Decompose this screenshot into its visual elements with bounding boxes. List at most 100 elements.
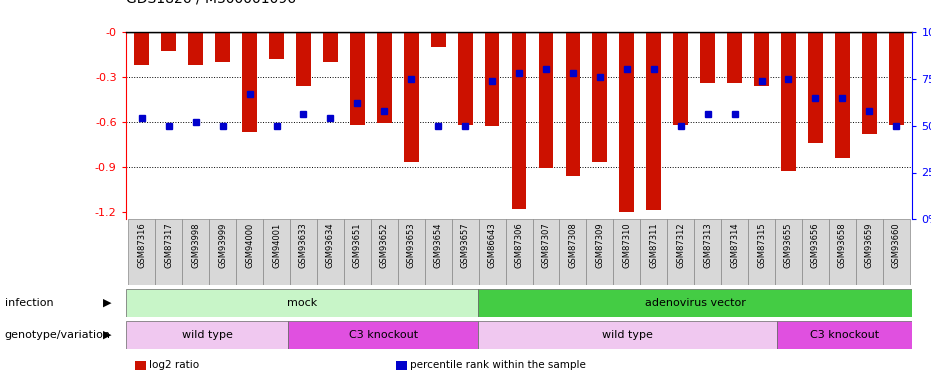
Bar <box>808 32 823 143</box>
Bar <box>889 32 904 125</box>
Bar <box>344 219 371 285</box>
Bar <box>506 219 533 285</box>
Bar <box>452 219 479 285</box>
Text: infection: infection <box>5 298 53 308</box>
Text: GDS1826 / M300001096: GDS1826 / M300001096 <box>126 0 296 6</box>
Bar <box>236 219 263 285</box>
Bar <box>289 321 479 349</box>
Text: ▶: ▶ <box>102 330 112 340</box>
Text: GSM93633: GSM93633 <box>299 223 308 268</box>
Bar <box>479 289 912 317</box>
Text: GSM87314: GSM87314 <box>730 223 739 268</box>
Bar <box>668 219 695 285</box>
Bar <box>323 32 338 62</box>
Bar <box>317 219 344 285</box>
Bar <box>350 32 365 125</box>
Text: GSM87312: GSM87312 <box>676 223 685 268</box>
Bar <box>748 219 775 285</box>
Bar <box>587 219 614 285</box>
Bar <box>862 32 877 134</box>
Bar <box>155 219 182 285</box>
Text: GSM93652: GSM93652 <box>380 223 389 268</box>
Bar <box>128 219 155 285</box>
Bar <box>754 32 769 86</box>
Text: GSM93655: GSM93655 <box>784 223 793 268</box>
Text: GSM93653: GSM93653 <box>407 223 416 268</box>
Bar <box>641 219 668 285</box>
Text: GSM87317: GSM87317 <box>164 223 173 268</box>
Bar <box>290 219 317 285</box>
Text: GSM93660: GSM93660 <box>892 223 900 268</box>
Text: GSM93999: GSM93999 <box>218 223 227 268</box>
Bar <box>485 32 500 126</box>
Bar <box>560 219 587 285</box>
Bar <box>398 219 425 285</box>
Text: GSM87307: GSM87307 <box>542 223 550 268</box>
Text: GSM93634: GSM93634 <box>326 223 335 268</box>
Bar <box>533 219 560 285</box>
Bar <box>269 32 284 59</box>
Text: C3 knockout: C3 knockout <box>810 330 879 340</box>
Text: percentile rank within the sample: percentile rank within the sample <box>410 360 586 370</box>
Text: GSM93654: GSM93654 <box>434 223 443 268</box>
Bar <box>371 219 398 285</box>
Bar <box>182 219 209 285</box>
Text: adenovirus vector: adenovirus vector <box>645 298 746 308</box>
Text: C3 knockout: C3 knockout <box>349 330 418 340</box>
Text: GSM93659: GSM93659 <box>865 223 874 268</box>
Bar <box>479 219 506 285</box>
Text: wild type: wild type <box>602 330 653 340</box>
Text: mock: mock <box>287 298 317 308</box>
Text: GSM87309: GSM87309 <box>595 223 604 268</box>
Text: GSM93657: GSM93657 <box>461 223 469 268</box>
Bar <box>134 32 149 65</box>
Bar <box>802 219 829 285</box>
Bar <box>565 32 580 176</box>
Bar <box>775 219 802 285</box>
Bar <box>215 32 230 62</box>
Text: GSM87308: GSM87308 <box>569 223 577 268</box>
Bar <box>835 32 850 158</box>
Bar <box>377 32 392 123</box>
Text: GSM87315: GSM87315 <box>757 223 766 268</box>
Text: wild type: wild type <box>182 330 233 340</box>
Bar <box>829 219 856 285</box>
Bar <box>458 32 473 125</box>
Text: GSM87310: GSM87310 <box>622 223 631 268</box>
Bar <box>776 321 912 349</box>
Text: GSM87311: GSM87311 <box>649 223 658 268</box>
Bar <box>126 289 479 317</box>
Bar <box>296 32 311 86</box>
Bar <box>722 219 748 285</box>
Text: GSM93651: GSM93651 <box>353 223 362 268</box>
Text: genotype/variation: genotype/variation <box>5 330 111 340</box>
Bar <box>512 32 526 209</box>
Bar <box>538 32 553 168</box>
Bar <box>263 219 290 285</box>
Text: GSM87313: GSM87313 <box>703 223 712 268</box>
Text: GSM86643: GSM86643 <box>488 223 496 268</box>
Bar <box>188 32 203 65</box>
Text: GSM93658: GSM93658 <box>838 223 847 268</box>
Bar <box>209 219 236 285</box>
Bar <box>781 32 796 171</box>
Bar <box>431 32 446 47</box>
Bar <box>126 321 289 349</box>
Bar <box>673 32 688 125</box>
Text: GSM94000: GSM94000 <box>245 223 254 268</box>
Bar <box>700 32 715 83</box>
Bar <box>404 32 419 162</box>
Bar <box>646 32 661 210</box>
Bar <box>856 219 883 285</box>
Bar <box>161 32 176 51</box>
Bar <box>883 219 910 285</box>
Bar <box>425 219 452 285</box>
Bar <box>592 32 607 162</box>
Text: GSM94001: GSM94001 <box>272 223 281 268</box>
Text: log2 ratio: log2 ratio <box>149 360 199 370</box>
Bar <box>619 32 634 212</box>
Bar <box>727 32 742 83</box>
Text: GSM93656: GSM93656 <box>811 223 820 268</box>
Text: GSM93998: GSM93998 <box>191 223 200 268</box>
Bar <box>695 219 722 285</box>
